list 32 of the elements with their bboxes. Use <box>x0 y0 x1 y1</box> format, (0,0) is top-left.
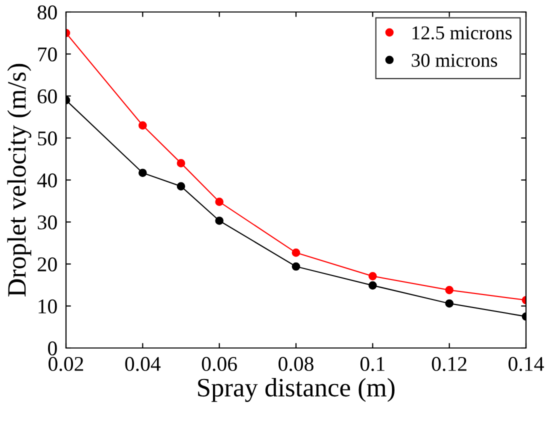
point <box>368 281 377 290</box>
legend-label: 30 microns <box>412 54 498 67</box>
y-tick-label: 10 <box>38 299 57 314</box>
point <box>138 168 147 178</box>
point <box>292 262 300 271</box>
point <box>445 286 454 294</box>
y-tick-label: 0 <box>48 341 57 356</box>
y-tick-label: 20 <box>38 257 57 272</box>
y-tick-label: 70 <box>38 47 57 62</box>
y-tick-label: 60 <box>38 89 57 104</box>
y-axis-title: Droplet velocity (m/s) <box>7 64 32 296</box>
point <box>368 272 377 280</box>
legend-label: 12.5 microns <box>412 26 512 40</box>
point <box>176 159 186 168</box>
point <box>138 121 147 130</box>
x-tick-label: 0.1 <box>360 356 384 372</box>
point <box>292 248 300 257</box>
point <box>176 182 186 190</box>
x-tick-label: 0.06 <box>202 356 237 372</box>
x-tick-label: 0.12 <box>432 356 466 372</box>
x-tick-label: 0.02 <box>48 356 84 372</box>
x-tick-label: 0.14 <box>508 356 544 372</box>
point <box>215 198 224 206</box>
y-tick-label: 30 <box>38 215 57 230</box>
x-tick-label: 0.04 <box>125 356 161 372</box>
point <box>215 216 224 225</box>
y-tick-label: 50 <box>38 131 57 146</box>
point <box>445 299 454 308</box>
x-tick-label: 0.08 <box>278 356 314 372</box>
y-tick-label: 40 <box>37 173 57 188</box>
y-tick-label: 80 <box>38 5 57 20</box>
x-axis-title: Spray distance (m) <box>198 378 394 402</box>
